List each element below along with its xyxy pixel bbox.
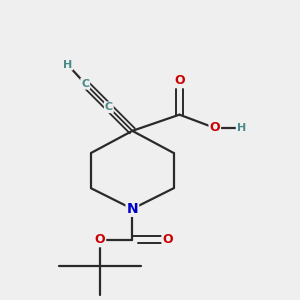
Text: H: H — [237, 123, 246, 133]
Text: C: C — [105, 102, 113, 112]
Text: H: H — [63, 60, 72, 70]
Text: O: O — [162, 233, 173, 246]
Text: O: O — [174, 74, 185, 87]
Text: N: N — [127, 202, 138, 216]
Text: O: O — [209, 122, 220, 134]
Text: C: C — [81, 79, 89, 89]
Text: O: O — [94, 233, 105, 246]
